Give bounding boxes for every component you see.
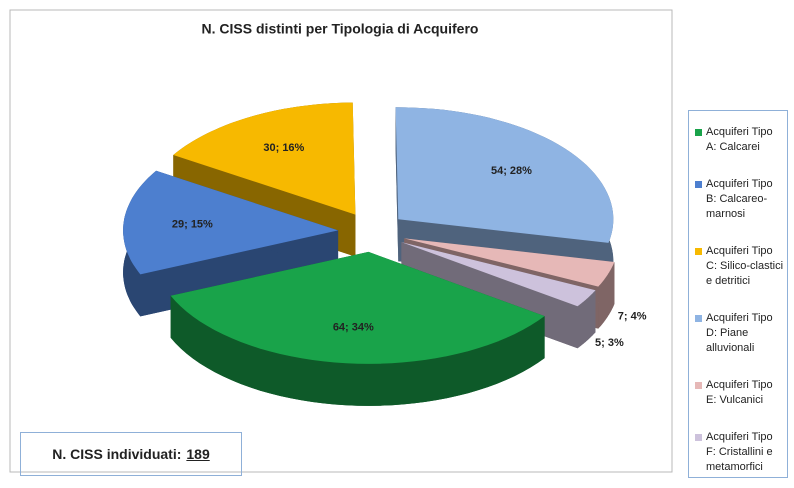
- slice: 54; 28%: [395, 107, 614, 285]
- slice: [123, 170, 339, 275]
- data-label: 30; 16%: [263, 142, 304, 154]
- legend-entry: Acquiferi Tipo F: Cristallini e metamorf…: [695, 430, 783, 475]
- legend-label: Acquiferi Tipo E: Vulcanici: [706, 379, 773, 406]
- data-label: 7; 4%: [618, 311, 647, 323]
- total-value: 189: [186, 446, 210, 462]
- slice: [404, 238, 615, 287]
- slice: [401, 242, 596, 307]
- legend-entry: Acquiferi Tipo A: Calcarei: [695, 125, 783, 155]
- legend-entry: Acquiferi Tipo C: Silico-clastici e detr…: [695, 244, 783, 289]
- legend-swatch: [695, 382, 702, 389]
- slice-side: [598, 262, 615, 329]
- legend-entry: Acquiferi Tipo D: Piane alluvionali: [695, 311, 783, 356]
- slice: [395, 107, 614, 243]
- total-label: N. CISS individuati:: [52, 446, 182, 462]
- legend-swatch: [695, 181, 702, 188]
- legend: Acquiferi Tipo A: Calcarei Acquiferi Tipo…: [688, 110, 788, 478]
- legend-label: Acquiferi Tipo B: Calcareo-marnosi: [706, 178, 773, 220]
- legend-label: Acquiferi Tipo F: Cristallini e metamorf…: [706, 431, 773, 473]
- total-box: N. CISS individuati: 189: [20, 432, 242, 476]
- slice: 29; 15%: [123, 170, 339, 317]
- legend-label: Acquiferi Tipo D: Piane alluvionali: [706, 312, 773, 354]
- slice-side: [170, 295, 545, 406]
- legend-label: Acquiferi Tipo C: Silico-clastici e detr…: [706, 245, 784, 287]
- slice: [170, 251, 545, 364]
- legend-label: Acquiferi Tipo A: Calcarei: [706, 126, 773, 153]
- data-label: 5; 3%: [595, 337, 624, 349]
- slice-side: [577, 290, 596, 349]
- legend-entry: Acquiferi Tipo E: Vulcanici: [695, 378, 783, 408]
- legend-swatch: [695, 315, 702, 322]
- legend-swatch: [695, 129, 702, 136]
- data-label: 29; 15%: [172, 218, 213, 230]
- legend-swatch: [695, 248, 702, 255]
- data-label: 64; 34%: [333, 322, 374, 334]
- slice: 64; 34%: [170, 251, 545, 406]
- chart-title: N. CISS distinti per Tipologia di Acquif…: [202, 21, 479, 37]
- data-label: 54; 28%: [491, 165, 532, 177]
- legend-swatch: [695, 434, 702, 441]
- slice: [173, 102, 356, 215]
- chart-border: [9, 9, 673, 473]
- legend-entry: Acquiferi Tipo B: Calcareo-marnosi: [695, 177, 783, 222]
